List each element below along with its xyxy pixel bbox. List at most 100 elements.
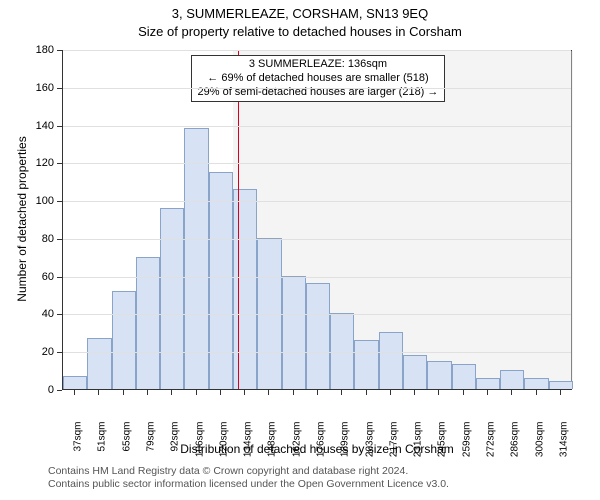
annotation-line: ← 69% of detached houses are smaller (51… bbox=[198, 72, 439, 86]
gridline bbox=[63, 277, 571, 278]
ytick-label: 80 bbox=[24, 233, 54, 245]
xtick-label: 148sqm bbox=[267, 422, 278, 468]
xtick-mark bbox=[438, 390, 439, 395]
xtick-label: 106sqm bbox=[194, 422, 205, 468]
xtick-mark bbox=[244, 390, 245, 395]
ytick-label: 0 bbox=[24, 384, 54, 396]
ytick-label: 160 bbox=[24, 82, 54, 94]
xtick-mark bbox=[414, 390, 415, 395]
ytick-mark bbox=[57, 163, 62, 164]
histogram-bar bbox=[403, 355, 427, 389]
xtick-mark bbox=[171, 390, 172, 395]
xtick-label: 92sqm bbox=[170, 422, 181, 468]
gridline bbox=[63, 88, 571, 89]
chart-title: 3, SUMMERLEAZE, CORSHAM, SN13 9EQ bbox=[0, 6, 600, 21]
gridline bbox=[63, 163, 571, 164]
xtick-mark bbox=[390, 390, 391, 395]
xtick-label: 245sqm bbox=[437, 422, 448, 468]
histogram-bar bbox=[306, 283, 330, 389]
xtick-mark bbox=[196, 390, 197, 395]
histogram-bar bbox=[524, 378, 548, 389]
gridline bbox=[63, 50, 571, 51]
histogram-bar bbox=[500, 370, 524, 389]
histogram-bar bbox=[257, 238, 281, 389]
ytick-mark bbox=[57, 126, 62, 127]
xtick-mark bbox=[366, 390, 367, 395]
ytick-mark bbox=[57, 352, 62, 353]
histogram-bar bbox=[184, 128, 208, 389]
gridline bbox=[63, 126, 571, 127]
xtick-mark bbox=[98, 390, 99, 395]
ytick-label: 60 bbox=[24, 271, 54, 283]
ytick-label: 20 bbox=[24, 346, 54, 358]
xtick-label: 259sqm bbox=[461, 422, 472, 468]
gridline bbox=[63, 352, 571, 353]
chart-subtitle: Size of property relative to detached ho… bbox=[0, 24, 600, 39]
ytick-label: 40 bbox=[24, 308, 54, 320]
histogram-bar bbox=[233, 189, 257, 389]
histogram-bar bbox=[209, 172, 233, 389]
ytick-label: 120 bbox=[24, 157, 54, 169]
y-axis-label: Number of detached properties bbox=[15, 119, 29, 319]
histogram-bar bbox=[87, 338, 111, 389]
histogram-bar bbox=[160, 208, 184, 389]
xtick-label: 51sqm bbox=[97, 422, 108, 468]
ytick-mark bbox=[57, 50, 62, 51]
xtick-label: 300sqm bbox=[534, 422, 545, 468]
xtick-mark bbox=[511, 390, 512, 395]
xtick-label: 176sqm bbox=[316, 422, 327, 468]
ytick-mark bbox=[57, 314, 62, 315]
histogram-bar bbox=[282, 276, 306, 389]
annotation-box: 3 SUMMERLEAZE: 136sqm← 69% of detached h… bbox=[191, 55, 446, 102]
xtick-mark bbox=[220, 390, 221, 395]
xtick-label: 286sqm bbox=[510, 422, 521, 468]
xtick-label: 79sqm bbox=[146, 422, 157, 468]
gridline bbox=[63, 314, 571, 315]
ytick-mark bbox=[57, 88, 62, 89]
xtick-mark bbox=[463, 390, 464, 395]
xtick-label: 134sqm bbox=[243, 422, 254, 468]
xtick-mark bbox=[293, 390, 294, 395]
xtick-label: 37sqm bbox=[73, 422, 84, 468]
footer-line-2: Contains public sector information licen… bbox=[48, 478, 449, 491]
annotation-line: 3 SUMMERLEAZE: 136sqm bbox=[198, 58, 439, 72]
xtick-mark bbox=[268, 390, 269, 395]
xtick-label: 162sqm bbox=[291, 422, 302, 468]
xtick-mark bbox=[487, 390, 488, 395]
ytick-mark bbox=[57, 239, 62, 240]
histogram-bar bbox=[112, 291, 136, 389]
ytick-mark bbox=[57, 201, 62, 202]
xtick-mark bbox=[560, 390, 561, 395]
xtick-label: 65sqm bbox=[121, 422, 132, 468]
histogram-bar bbox=[476, 378, 500, 389]
xtick-mark bbox=[317, 390, 318, 395]
plot-area: 3 SUMMERLEAZE: 136sqm← 69% of detached h… bbox=[62, 50, 572, 390]
histogram-bar bbox=[452, 364, 476, 389]
xtick-label: 314sqm bbox=[558, 422, 569, 468]
gridline bbox=[63, 201, 571, 202]
xtick-label: 189sqm bbox=[340, 422, 351, 468]
xtick-label: 217sqm bbox=[388, 422, 399, 468]
xtick-mark bbox=[74, 390, 75, 395]
xtick-mark bbox=[147, 390, 148, 395]
xtick-mark bbox=[123, 390, 124, 395]
histogram-bar bbox=[354, 340, 378, 389]
histogram-bar bbox=[379, 332, 403, 389]
xtick-mark bbox=[341, 390, 342, 395]
chart-container: 3, SUMMERLEAZE, CORSHAM, SN13 9EQ Size o… bbox=[0, 0, 600, 500]
ytick-label: 180 bbox=[24, 44, 54, 56]
histogram-bar bbox=[63, 376, 87, 389]
ytick-label: 100 bbox=[24, 195, 54, 207]
histogram-bar bbox=[549, 381, 573, 389]
gridline bbox=[63, 239, 571, 240]
xtick-label: 272sqm bbox=[486, 422, 497, 468]
ytick-mark bbox=[57, 390, 62, 391]
footer-attribution: Contains HM Land Registry data © Crown c… bbox=[48, 465, 449, 491]
histogram-bar bbox=[427, 361, 451, 389]
histogram-bar bbox=[330, 313, 354, 389]
ytick-mark bbox=[57, 277, 62, 278]
xtick-label: 120sqm bbox=[218, 422, 229, 468]
xtick-mark bbox=[536, 390, 537, 395]
xtick-label: 231sqm bbox=[413, 422, 424, 468]
ytick-label: 140 bbox=[24, 120, 54, 132]
